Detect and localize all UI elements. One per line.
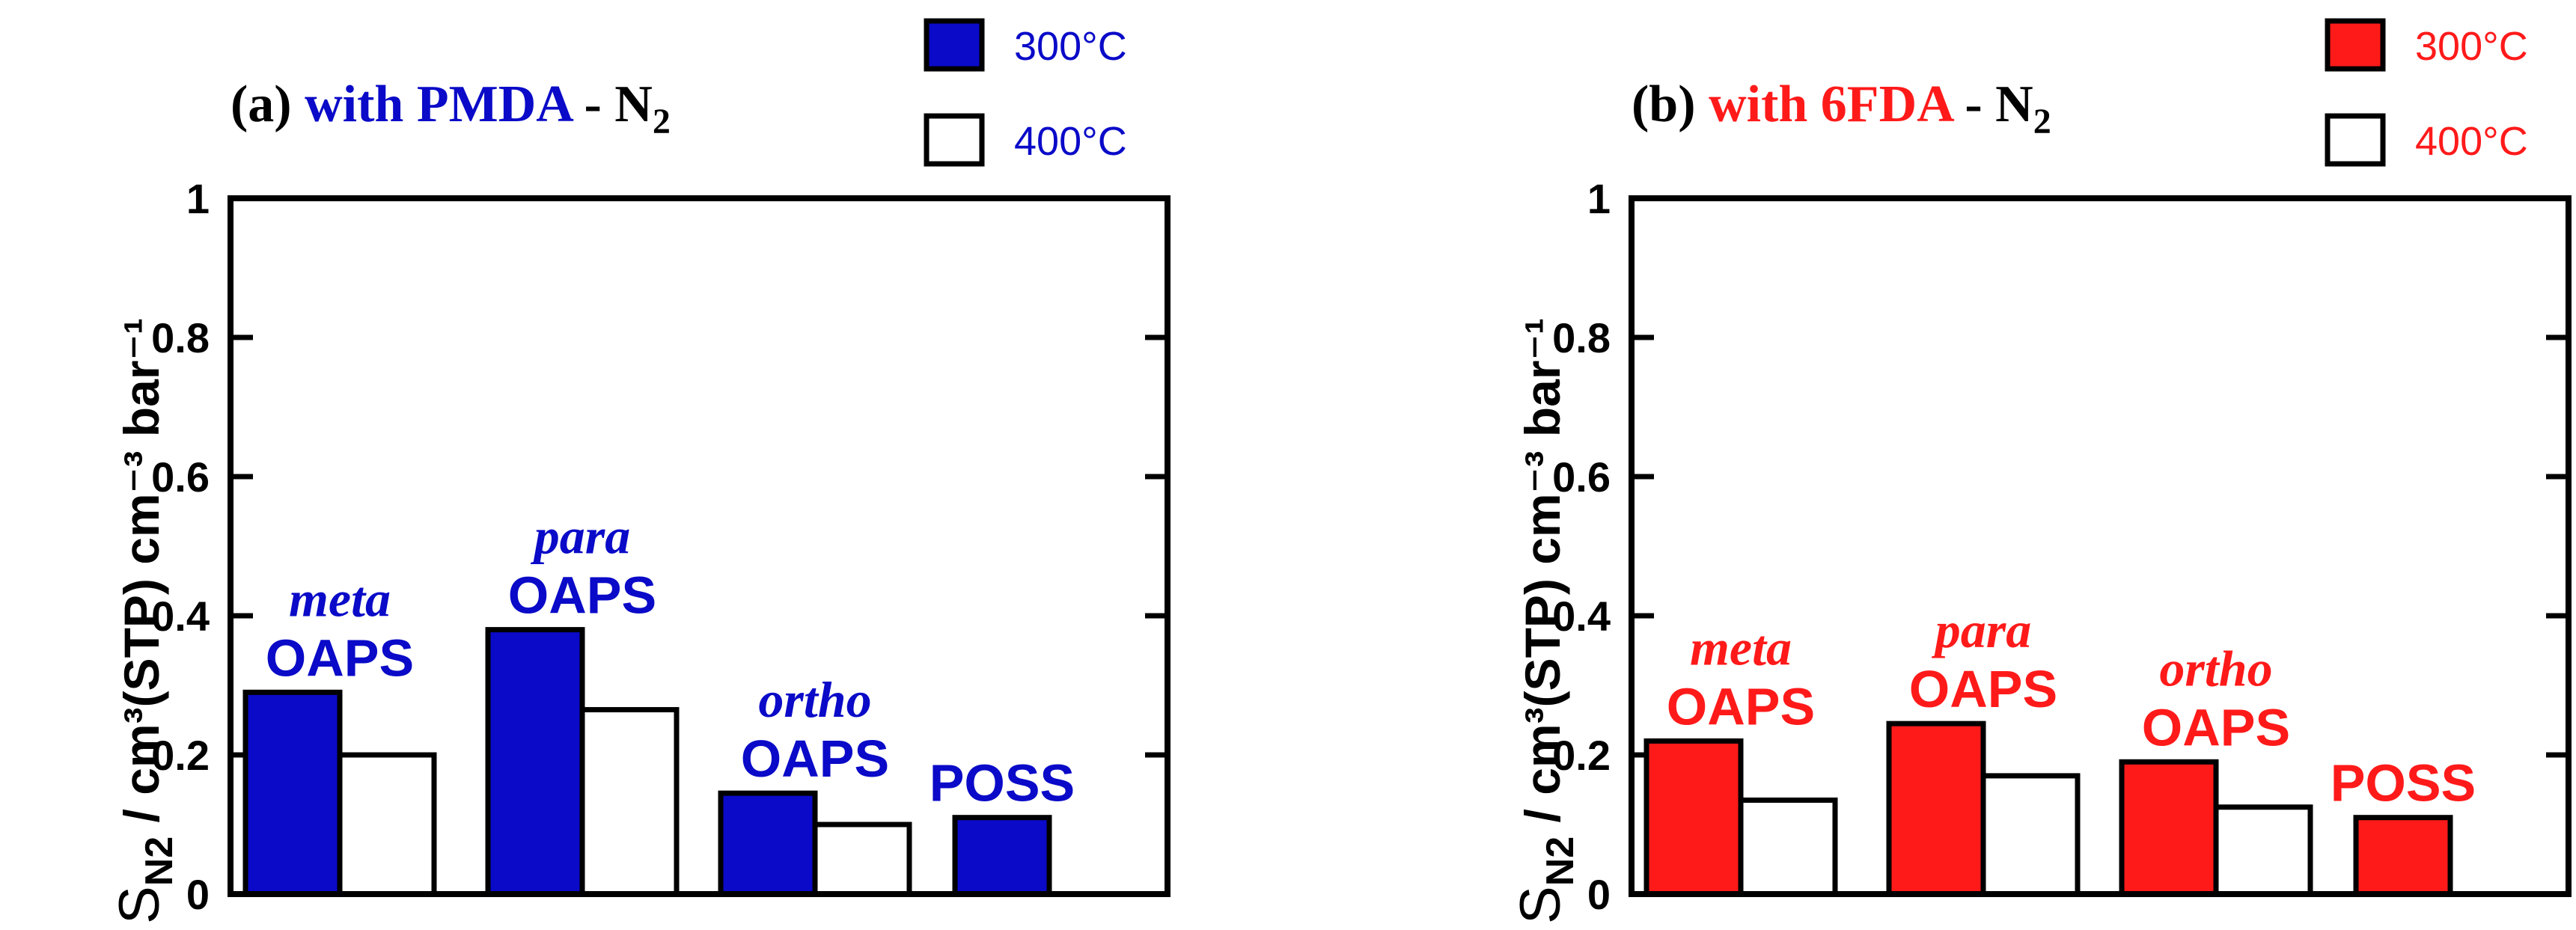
legend-label-0: 300°C <box>1014 24 1127 69</box>
category-label-line1: ortho <box>758 671 871 728</box>
category-label-line2: OAPS <box>508 566 656 625</box>
ylabel-units: / cm³(STP) cm⁻³ bar⁻¹ <box>114 318 169 836</box>
y-tick-label: 0.8 <box>151 314 210 361</box>
chart-panel-b: (b) with 6FDA - N2 300°C 400°C SN2 / cm³(ST… <box>1509 18 2572 924</box>
ylabel-symbol: S <box>1509 886 1572 924</box>
bar-400C-oaps-0 <box>1738 797 1838 897</box>
y-tick-label: 0.4 <box>1552 593 1611 640</box>
y-tick-label: 0.2 <box>1552 732 1611 779</box>
category-label-line2: OAPS <box>1667 677 1815 735</box>
bar-300C-oaps-0 <box>242 689 343 897</box>
bar-300C-oaps-2 <box>718 790 818 897</box>
bar-300C-poss-3 <box>952 815 1052 897</box>
y-tick-label: 1 <box>1587 175 1611 222</box>
y-axis-label: SN2 / cm³(STP) cm⁻³ bar⁻¹ <box>108 318 181 924</box>
category-label-line2: OAPS <box>1909 660 2057 718</box>
title-suffix: - N <box>1952 76 2033 133</box>
category-label-line1: ortho <box>2159 640 2272 697</box>
title-subscript: 2 <box>653 102 671 141</box>
category-label-line1: para <box>1932 602 2031 658</box>
bar-400C-oaps-1 <box>579 707 680 897</box>
y-tick-label: 0 <box>186 871 210 918</box>
category-label-line1: para <box>531 508 630 565</box>
bar-300C-oaps-1 <box>485 627 585 897</box>
y-tick-label: 1 <box>186 175 210 222</box>
bar-300C-poss-3 <box>2353 815 2453 897</box>
category-label-line2: OAPS <box>741 729 889 788</box>
bar-400C-oaps-2 <box>2213 804 2313 897</box>
panel-title: (a) with PMDA - N2 <box>231 76 671 141</box>
legend-swatch-0 <box>924 18 985 72</box>
y-tick-label: 0.8 <box>1552 314 1611 361</box>
plot-frame <box>228 195 1171 897</box>
chart-panel-a: (a) with PMDA - N2 300°C 400°C SN2 / cm³(ST… <box>108 18 1171 924</box>
bar-400C-oaps-1 <box>1980 773 2081 897</box>
bar-300C-oaps-0 <box>1643 738 1744 897</box>
title-suffix: - N <box>571 76 653 133</box>
y-tick-label: 0 <box>1587 871 1611 918</box>
bar-400C-oaps-0 <box>337 752 437 897</box>
title-prefix: (b) <box>1632 76 1709 133</box>
legend-label-1: 400°C <box>2415 119 2528 164</box>
y-tick-label: 0.6 <box>151 453 210 501</box>
y-axis-label: SN2 / cm³(STP) cm⁻³ bar⁻¹ <box>1509 318 1582 924</box>
title-colored: with PMDA <box>305 76 574 133</box>
y-tick-label: 0.4 <box>151 593 210 640</box>
legend-swatch-1 <box>924 113 985 167</box>
legend-label-1: 400°C <box>1014 119 1127 164</box>
category-label-line2: POSS <box>2331 754 2476 813</box>
plot-frame <box>1629 195 2572 897</box>
category-label-line1: meta <box>1690 619 1792 676</box>
category-label-line2: POSS <box>930 754 1075 813</box>
ylabel-symbol: S <box>108 886 171 924</box>
ylabel-units: / cm³(STP) cm⁻³ bar⁻¹ <box>1515 318 1570 836</box>
legend-label-0: 300°C <box>2415 24 2528 69</box>
ylabel-subscript: N2 <box>1539 836 1582 886</box>
category-label-line2: OAPS <box>2142 698 2290 756</box>
legend-swatch-1 <box>2325 113 2386 167</box>
y-tick-label: 0.2 <box>151 732 210 779</box>
y-tick-label: 0.6 <box>1552 453 1611 501</box>
legend-swatch-0 <box>2325 18 2386 72</box>
panel-title: (b) with 6FDA - N2 <box>1632 76 2051 141</box>
category-label-line2: OAPS <box>266 628 414 687</box>
bar-400C-oaps-2 <box>812 822 912 897</box>
title-colored: with 6FDA <box>1709 76 1955 133</box>
title-subscript: 2 <box>2033 102 2051 141</box>
bar-300C-oaps-1 <box>1886 721 1986 897</box>
title-prefix: (a) <box>231 76 305 133</box>
ylabel-subscript: N2 <box>138 836 181 886</box>
category-label-line1: meta <box>289 570 391 627</box>
bar-300C-oaps-2 <box>2119 759 2219 897</box>
